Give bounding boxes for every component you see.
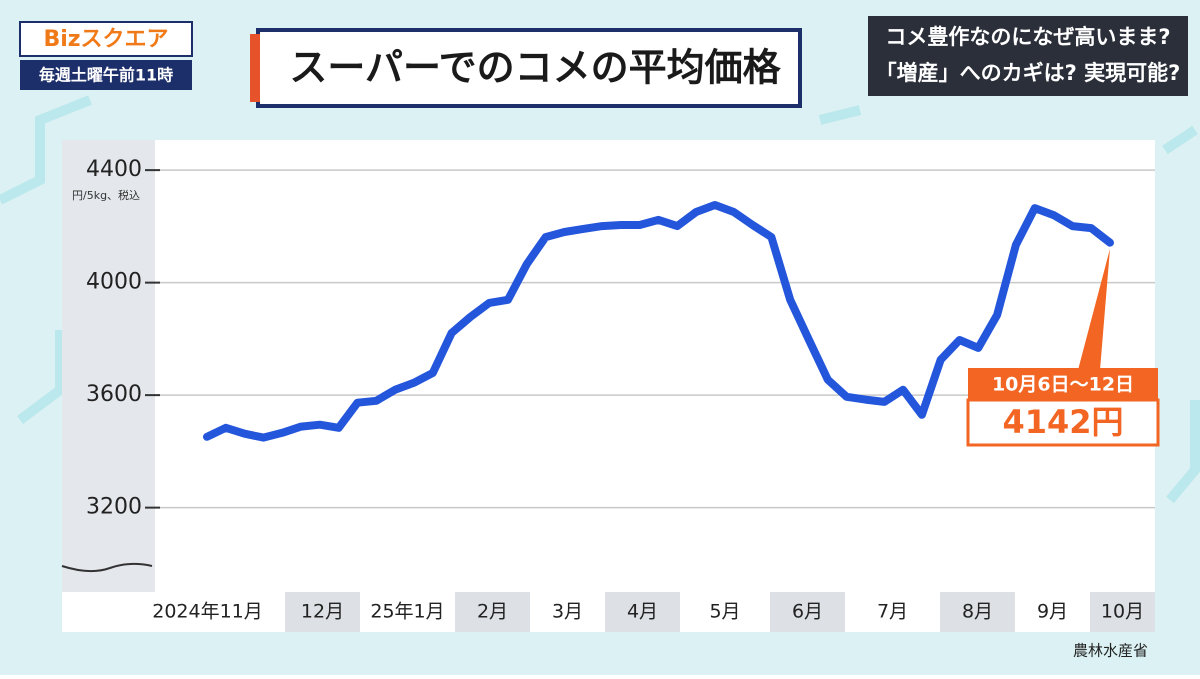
schedule: 毎週土曜午前11時 bbox=[39, 66, 173, 85]
price-line bbox=[203, 201, 1114, 442]
y-tick-label: 3200 bbox=[86, 495, 142, 520]
headline-box bbox=[868, 16, 1188, 96]
x-tick-label: 10月 bbox=[1101, 601, 1144, 623]
headline-line: コメ豊作なのになぜ高いまま? bbox=[885, 25, 1170, 49]
title-accent bbox=[250, 34, 260, 102]
x-tick-label: 7月 bbox=[877, 601, 908, 623]
month-band bbox=[1090, 592, 1155, 632]
title-box bbox=[256, 28, 802, 108]
y-tick-label: 4400 bbox=[86, 157, 142, 182]
month-band bbox=[770, 592, 845, 632]
y-axis-label: 円/5kg、税込 bbox=[72, 188, 140, 202]
plot-area bbox=[62, 140, 1155, 592]
month-band bbox=[605, 592, 680, 632]
axis-break bbox=[61, 562, 153, 572]
month-band bbox=[940, 592, 1015, 632]
callout-value: 4142円 bbox=[1002, 403, 1123, 441]
chart-title: スーパーでのコメの平均価格 bbox=[289, 46, 781, 90]
x-tick-label: 12月 bbox=[301, 601, 344, 623]
callout-date-box bbox=[968, 368, 1158, 400]
x-tick-label: 2024年11月 bbox=[152, 601, 263, 623]
x-tick-label: 6月 bbox=[792, 601, 823, 623]
x-tick-label: 5月 bbox=[709, 601, 740, 623]
y-tick-label: 4000 bbox=[86, 270, 142, 295]
x-tick-label: 25年1月 bbox=[370, 601, 444, 623]
axis-column bbox=[62, 140, 155, 592]
callout-value-box bbox=[966, 398, 1160, 447]
month-band bbox=[455, 592, 530, 632]
x-tick-label: 2月 bbox=[477, 601, 508, 623]
x-tick-label: 3月 bbox=[552, 601, 583, 623]
x-tick-label: 4月 bbox=[627, 601, 658, 623]
x-tick-label: 8月 bbox=[962, 601, 993, 623]
y-tick-label: 3600 bbox=[86, 382, 142, 407]
x-tick-label: 9月 bbox=[1037, 601, 1068, 623]
callout-date: 10月6日～12日 bbox=[992, 374, 1134, 396]
logo: Bizスクエア bbox=[43, 27, 168, 52]
schedule-box bbox=[20, 60, 192, 90]
background-pattern bbox=[0, 95, 1200, 504]
headline-line: 「増産」へのカギは? 実現可能? bbox=[876, 61, 1181, 85]
month-band bbox=[285, 592, 360, 632]
logo-box bbox=[19, 21, 193, 57]
source: 農林水産省 bbox=[1073, 642, 1148, 660]
callout-pointer bbox=[1078, 248, 1110, 370]
